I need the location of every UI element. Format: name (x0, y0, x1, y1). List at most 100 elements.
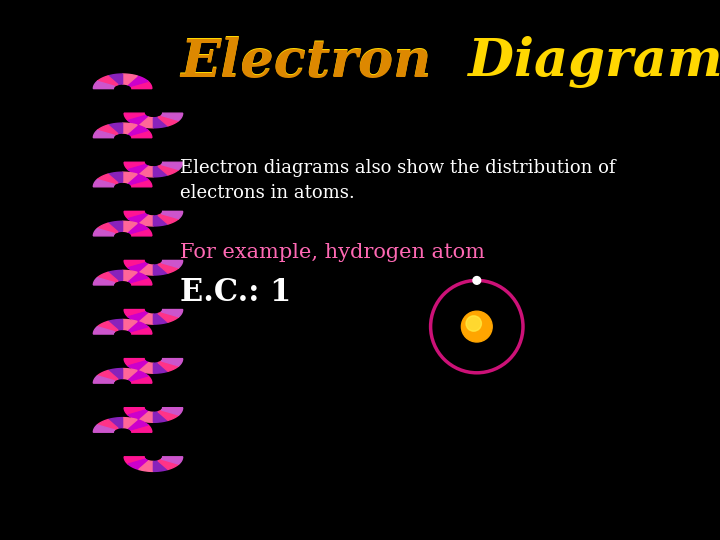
Polygon shape (158, 312, 179, 322)
Polygon shape (97, 272, 118, 282)
Polygon shape (127, 76, 148, 86)
Polygon shape (153, 362, 168, 373)
Text: Electron: Electron (180, 37, 432, 88)
Polygon shape (128, 361, 149, 372)
Polygon shape (130, 82, 152, 89)
Polygon shape (108, 74, 122, 85)
Polygon shape (153, 166, 168, 177)
Polygon shape (127, 420, 148, 430)
Polygon shape (127, 125, 148, 136)
Polygon shape (130, 278, 152, 285)
Polygon shape (158, 459, 179, 469)
Polygon shape (139, 117, 153, 128)
Polygon shape (94, 228, 114, 236)
Polygon shape (130, 130, 152, 138)
Polygon shape (108, 320, 122, 330)
Polygon shape (130, 327, 152, 334)
Polygon shape (161, 211, 183, 219)
Polygon shape (128, 312, 149, 322)
Polygon shape (139, 265, 153, 275)
Polygon shape (124, 162, 145, 170)
Polygon shape (127, 321, 148, 332)
Polygon shape (161, 457, 183, 464)
Polygon shape (139, 314, 153, 324)
Polygon shape (97, 321, 118, 332)
Polygon shape (128, 165, 149, 175)
Polygon shape (124, 359, 145, 366)
Polygon shape (108, 123, 122, 134)
Polygon shape (153, 265, 168, 275)
Polygon shape (153, 215, 168, 226)
Polygon shape (139, 215, 153, 226)
Polygon shape (97, 420, 118, 430)
Polygon shape (128, 459, 149, 469)
Polygon shape (153, 411, 168, 422)
Polygon shape (124, 457, 145, 464)
Polygon shape (122, 271, 138, 281)
Polygon shape (124, 408, 145, 415)
Polygon shape (127, 272, 148, 282)
Polygon shape (97, 125, 118, 136)
Polygon shape (94, 179, 114, 187)
Polygon shape (161, 162, 183, 170)
Polygon shape (122, 368, 138, 379)
Polygon shape (161, 309, 183, 317)
Circle shape (462, 311, 492, 342)
Polygon shape (122, 320, 138, 330)
Polygon shape (124, 309, 145, 317)
Polygon shape (158, 214, 179, 224)
Polygon shape (97, 223, 118, 234)
Polygon shape (139, 362, 153, 373)
Polygon shape (94, 327, 114, 334)
Polygon shape (130, 179, 152, 187)
Polygon shape (161, 113, 183, 120)
Polygon shape (128, 116, 149, 126)
Polygon shape (124, 260, 145, 268)
Polygon shape (108, 172, 122, 183)
Polygon shape (161, 260, 183, 268)
Polygon shape (130, 228, 152, 236)
Polygon shape (161, 408, 183, 415)
Polygon shape (108, 221, 122, 232)
Polygon shape (127, 223, 148, 234)
Text: E.C.: 1: E.C.: 1 (180, 276, 292, 308)
Polygon shape (158, 410, 179, 420)
Polygon shape (128, 263, 149, 273)
Polygon shape (128, 214, 149, 224)
Polygon shape (127, 174, 148, 185)
Polygon shape (153, 314, 168, 324)
Polygon shape (108, 271, 122, 281)
Polygon shape (130, 425, 152, 432)
Polygon shape (124, 113, 145, 120)
Polygon shape (124, 211, 145, 219)
Polygon shape (127, 370, 148, 381)
Polygon shape (122, 417, 138, 428)
Polygon shape (153, 461, 168, 471)
Polygon shape (94, 425, 114, 432)
Polygon shape (97, 370, 118, 381)
Polygon shape (139, 411, 153, 422)
Polygon shape (153, 117, 168, 128)
Polygon shape (94, 82, 114, 89)
Polygon shape (97, 76, 118, 86)
Polygon shape (94, 376, 114, 383)
Polygon shape (158, 361, 179, 372)
Polygon shape (158, 165, 179, 175)
Polygon shape (139, 461, 153, 471)
Circle shape (473, 276, 481, 284)
Polygon shape (139, 166, 153, 177)
Polygon shape (108, 368, 122, 379)
Circle shape (466, 316, 482, 331)
Polygon shape (94, 130, 114, 138)
Polygon shape (122, 221, 138, 232)
Polygon shape (122, 172, 138, 183)
Polygon shape (130, 376, 152, 383)
Text: Electron  Diagram: Electron Diagram (180, 36, 720, 88)
Polygon shape (158, 263, 179, 273)
Polygon shape (94, 278, 114, 285)
Polygon shape (122, 74, 138, 85)
Text: For example, hydrogen atom: For example, hydrogen atom (180, 244, 485, 262)
Polygon shape (161, 359, 183, 366)
Polygon shape (108, 417, 122, 428)
Text: Electron diagrams also show the distribution of
electrons in atoms.: Electron diagrams also show the distribu… (180, 159, 616, 202)
